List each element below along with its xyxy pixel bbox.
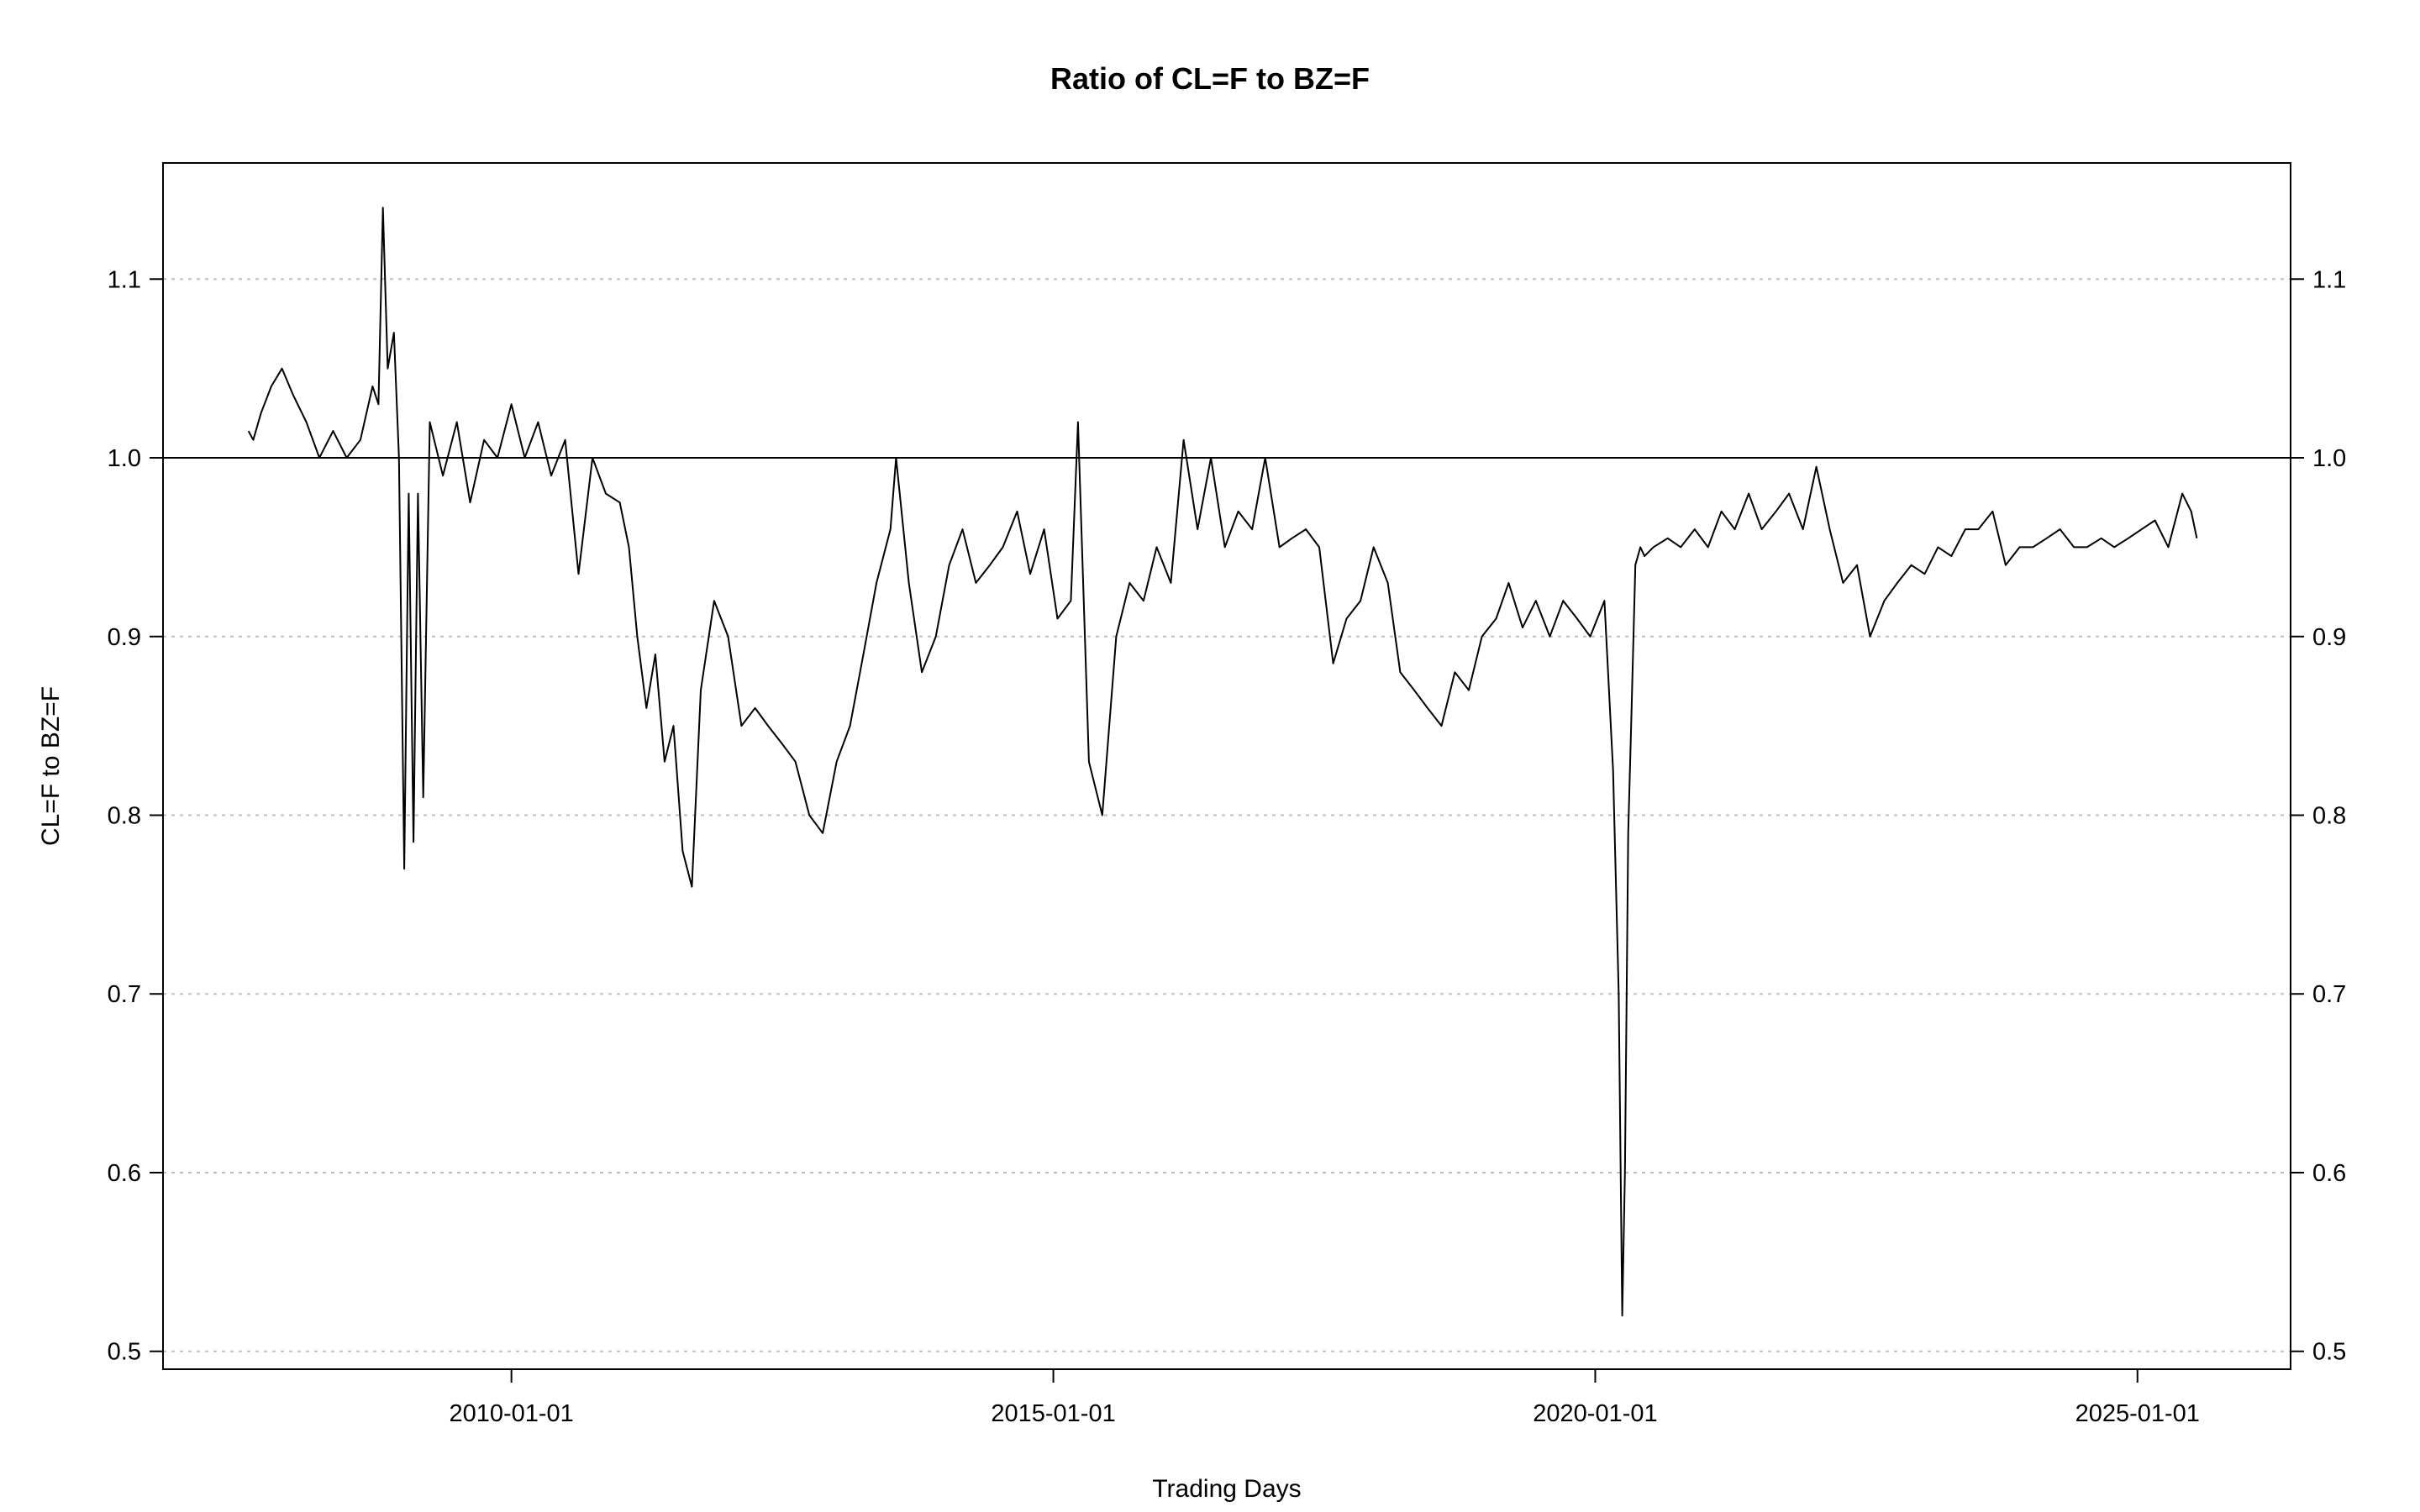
plot-frame [162, 162, 2291, 1370]
x-tick-label: 2015-01-01 [991, 1400, 1115, 1427]
x-axis-title: Trading Days [1152, 1475, 1301, 1503]
y-tick-label-left: 1.0 [108, 445, 141, 472]
y-axis-right: 0.5 0.6 0.7 0.8 0.9 1.0 1.1 [2291, 266, 2346, 1366]
y-tick-label-left: 0.8 [108, 803, 141, 830]
y-tick-label-right: 1.0 [2312, 445, 2346, 472]
y-tick-label-right: 0.7 [2312, 981, 2346, 1008]
y-tick-label-left: 0.9 [108, 624, 141, 651]
y-tick-label-left: 0.5 [108, 1339, 141, 1366]
y-tick-label-left: 0.7 [108, 981, 141, 1008]
chart-title: Ratio of CL=F to BZ=F [1050, 61, 1370, 96]
x-axis: 2010-01-01 2015-01-01 2020-01-01 2025-01-01 [449, 1369, 2200, 1427]
y-tick-label-right: 1.1 [2312, 266, 2346, 293]
y-tick-label-left: 0.6 [108, 1160, 141, 1187]
x-tick-label: 2020-01-01 [1533, 1400, 1657, 1427]
grid-lines [163, 278, 2291, 1352]
x-tick-label: 2010-01-01 [449, 1400, 573, 1427]
y-tick-label-right: 0.5 [2312, 1339, 2346, 1366]
y-tick-label-right: 0.9 [2312, 624, 2346, 651]
y-axis-left: 0.5 0.6 0.7 0.8 0.9 1.0 1.1 [108, 266, 163, 1366]
y-tick-label-left: 1.1 [108, 266, 141, 293]
y-tick-label-right: 0.8 [2312, 803, 2346, 830]
y-axis-title: CL=F to BZ=F [37, 686, 65, 846]
x-tick-label: 2025-01-01 [2075, 1400, 2200, 1427]
series-layer [247, 207, 2198, 1317]
y-tick-label-right: 0.6 [2312, 1160, 2346, 1187]
series-line [247, 207, 2198, 1317]
